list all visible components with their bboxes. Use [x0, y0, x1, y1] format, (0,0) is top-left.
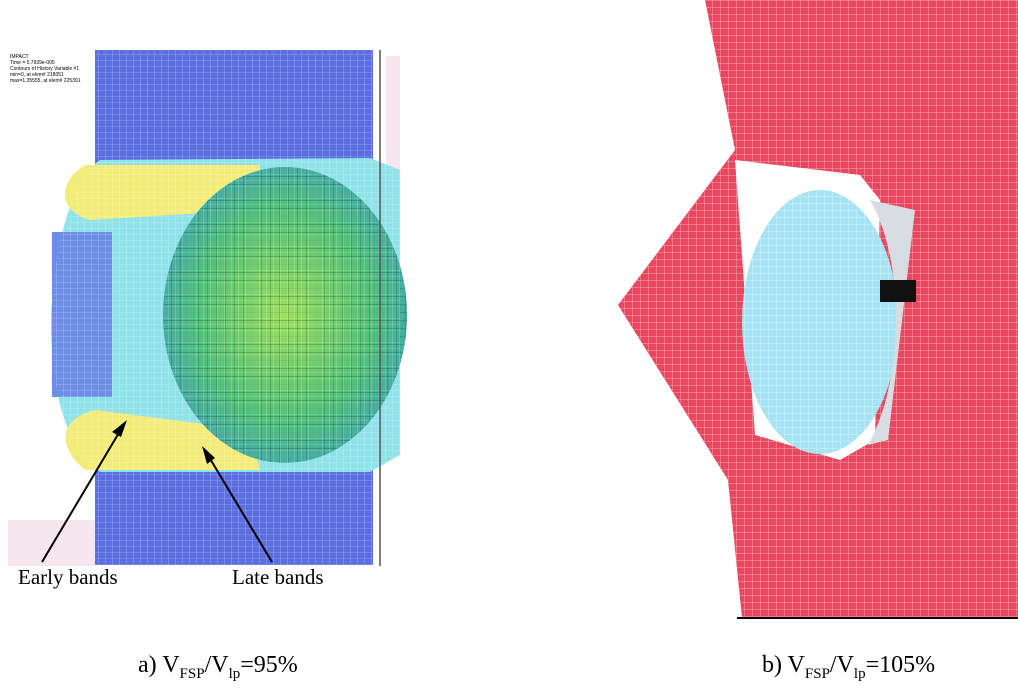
mesh	[95, 465, 373, 565]
pink-rect	[8, 520, 95, 566]
annotation: Late bands	[232, 565, 324, 589]
caption-subscript: lp	[854, 666, 866, 682]
panel-b-image	[618, 0, 1018, 618]
mesh	[742, 190, 898, 454]
mesh	[95, 50, 373, 165]
panel-a-image: IMPACT Time = 5.7939e-005 Contours of Hi…	[8, 50, 407, 589]
caption-part: a) V	[138, 652, 180, 678]
caption-b: b) VFSP/Vlp=105%	[762, 652, 935, 682]
caption-subscript: FSP	[180, 666, 205, 682]
caption-subscript: FSP	[805, 666, 830, 682]
caption-part: /V	[205, 652, 230, 678]
caption-a: a) VFSP/Vlp=95%	[138, 652, 298, 682]
caption-part: =95%	[240, 652, 298, 678]
caption-subscript: lp	[229, 666, 241, 682]
annotation: Early bands	[18, 565, 118, 589]
figure: IMPACT Time = 5.7939e-005 Contours of Hi…	[0, 0, 1018, 694]
header-line: max=1.35555, at elem# 225391	[10, 78, 81, 84]
caption-part: b) V	[762, 652, 806, 678]
mesh	[51, 158, 400, 472]
header: IMPACT Time = 5.7939e-005 Contours of Hi…	[10, 54, 81, 84]
dark-stripes	[880, 280, 916, 302]
caption-part: =105%	[866, 652, 936, 678]
caption-part: /V	[830, 652, 855, 678]
